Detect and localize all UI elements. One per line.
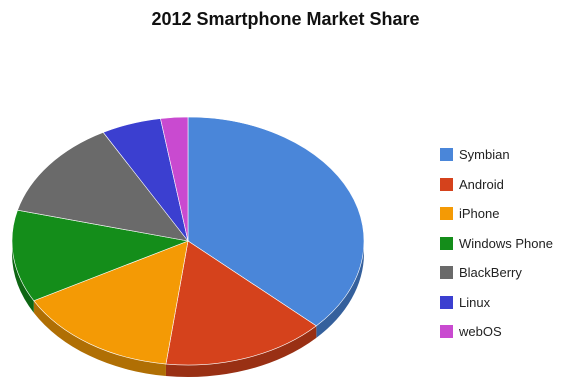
legend-label: Windows Phone <box>459 235 553 251</box>
chart-legend: Symbian Android iPhone Windows Phone Bla… <box>440 140 553 347</box>
legend-swatch <box>440 148 453 162</box>
pie-slice-android <box>165 240 317 366</box>
pie-side-windows-phone <box>12 241 34 313</box>
legend-swatch <box>440 295 453 309</box>
pie-slice-iphone <box>33 240 189 365</box>
pie-side-iphone <box>33 300 166 377</box>
legend-item: Android <box>440 170 553 200</box>
legend-swatch <box>440 177 453 191</box>
legend-item: webOS <box>440 317 553 347</box>
pie-side-android <box>165 325 317 377</box>
pie-slice-windows-phone <box>11 209 190 302</box>
legend-swatch <box>440 236 453 250</box>
legend-swatch <box>440 207 453 221</box>
legend-label: Android <box>459 176 504 192</box>
pie-slice-blackberry <box>17 131 189 242</box>
legend-item: Symbian <box>440 140 553 170</box>
legend-swatch <box>440 325 453 339</box>
legend-label: Linux <box>459 294 491 310</box>
legend-swatch <box>440 266 453 280</box>
legend-item: BlackBerry <box>440 258 553 288</box>
legend-label: iPhone <box>459 206 500 222</box>
legend-item: Windows Phone <box>440 229 553 259</box>
pie-slice-webos <box>160 116 189 242</box>
legend-label: webOS <box>459 324 502 340</box>
chart-title: 2012 Smartphone Market Share <box>151 9 420 29</box>
legend-label: Symbian <box>459 147 510 163</box>
pie-slice-symbian <box>187 116 365 327</box>
pie-side-symbian <box>316 241 364 338</box>
legend-item: iPhone <box>440 199 553 229</box>
legend-item: Linux <box>440 288 553 318</box>
legend-label: BlackBerry <box>459 265 522 281</box>
